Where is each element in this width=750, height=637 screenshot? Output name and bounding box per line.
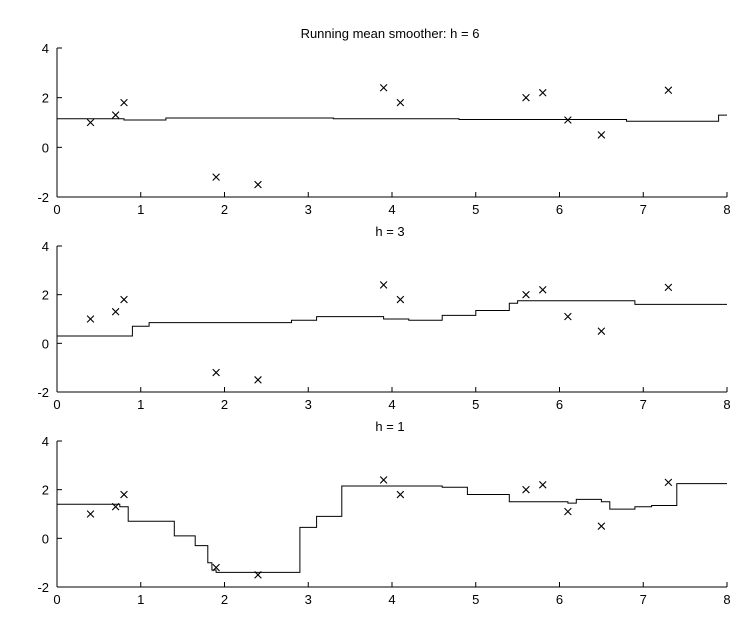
y-tick-label: 2 bbox=[42, 288, 49, 303]
data-point bbox=[538, 88, 547, 97]
panel-h6: Running mean smoother: h = 6 0 1 2 3 4 5 6 7 8 -2… bbox=[37, 26, 730, 217]
y-tick-label: 0 bbox=[42, 336, 49, 351]
x-tick-label: 7 bbox=[640, 202, 647, 217]
data-point bbox=[522, 290, 530, 299]
y-tick-label: -2 bbox=[37, 385, 49, 400]
y-tick-label: 4 bbox=[42, 434, 49, 449]
data-point bbox=[396, 295, 405, 304]
data-point bbox=[379, 476, 388, 484]
y-tick-label: 4 bbox=[42, 239, 49, 254]
data-point bbox=[111, 307, 120, 316]
data-point bbox=[564, 116, 572, 124]
data-point bbox=[664, 86, 673, 95]
x-tick-label: 8 bbox=[723, 592, 730, 607]
x-tick-label: 6 bbox=[556, 202, 563, 217]
data-point bbox=[396, 98, 405, 107]
x-tick-label: 7 bbox=[640, 592, 647, 607]
x-tick-label: 8 bbox=[723, 397, 730, 412]
data-point bbox=[379, 281, 388, 289]
y-tick-label: 0 bbox=[42, 140, 49, 155]
data-point bbox=[664, 478, 673, 487]
x-tick-label: 1 bbox=[137, 202, 144, 217]
panel-h3: h = 3 0 1 2 3 4 5 6 7 8 -2 0 2 4 bbox=[37, 224, 730, 412]
data-point bbox=[212, 368, 220, 377]
x-tick-label: 0 bbox=[53, 397, 60, 412]
data-point bbox=[120, 295, 128, 304]
x-tick-label: 0 bbox=[53, 592, 60, 607]
data-point bbox=[111, 111, 120, 119]
panel-title: h = 1 bbox=[375, 419, 404, 434]
data-point bbox=[86, 510, 95, 518]
data-point bbox=[254, 571, 262, 579]
x-tick-label: 4 bbox=[388, 592, 395, 607]
y-tick-label: 4 bbox=[42, 41, 49, 56]
x-tick-label: 0 bbox=[53, 202, 60, 217]
smoother-line bbox=[57, 114, 727, 122]
x-tick-label: 5 bbox=[472, 202, 479, 217]
data-point bbox=[396, 490, 405, 499]
data-point bbox=[538, 286, 547, 294]
x-tick-label: 2 bbox=[221, 397, 228, 412]
x-tick-label: 8 bbox=[723, 202, 730, 217]
data-point bbox=[120, 98, 128, 107]
smoother-line bbox=[57, 483, 727, 573]
data-point bbox=[522, 485, 530, 494]
data-point bbox=[597, 522, 606, 530]
data-point bbox=[379, 83, 388, 92]
data-point bbox=[564, 507, 572, 516]
data-point bbox=[212, 173, 220, 181]
data-point bbox=[254, 376, 262, 384]
x-tick-label: 4 bbox=[388, 397, 395, 412]
data-point bbox=[564, 312, 572, 321]
y-tick-label: -2 bbox=[37, 580, 49, 595]
y-tick-label: 2 bbox=[42, 483, 49, 498]
data-point bbox=[522, 93, 530, 102]
smoother-line bbox=[57, 300, 727, 337]
y-tick-label: -2 bbox=[37, 190, 49, 205]
x-tick-label: 2 bbox=[221, 592, 228, 607]
x-tick-label: 5 bbox=[472, 592, 479, 607]
y-tick-label: 2 bbox=[42, 91, 49, 106]
data-point bbox=[538, 481, 547, 489]
x-tick-label: 2 bbox=[221, 202, 228, 217]
data-point bbox=[254, 180, 262, 189]
data-point bbox=[86, 118, 95, 127]
data-point bbox=[664, 283, 673, 292]
data-point bbox=[597, 131, 606, 139]
panel-title: Running mean smoother: h = 6 bbox=[301, 26, 480, 41]
x-tick-label: 6 bbox=[556, 592, 563, 607]
x-tick-label: 5 bbox=[472, 397, 479, 412]
data-point bbox=[86, 315, 95, 323]
data-point bbox=[212, 563, 220, 572]
data-point bbox=[120, 490, 128, 499]
panel-title: h = 3 bbox=[375, 224, 404, 239]
x-tick-label: 6 bbox=[556, 397, 563, 412]
data-point bbox=[597, 327, 606, 335]
data-point bbox=[111, 502, 120, 511]
x-tick-label: 4 bbox=[388, 202, 395, 217]
x-tick-label: 1 bbox=[137, 397, 144, 412]
y-tick-label: 0 bbox=[42, 531, 49, 546]
x-tick-label: 3 bbox=[305, 592, 312, 607]
x-tick-label: 7 bbox=[640, 397, 647, 412]
x-tick-label: 1 bbox=[137, 592, 144, 607]
x-tick-label: 3 bbox=[305, 397, 312, 412]
panel-h1: h = 1 0 1 2 3 4 5 6 7 8 -2 0 2 4 bbox=[37, 419, 730, 607]
x-tick-label: 3 bbox=[305, 202, 312, 217]
